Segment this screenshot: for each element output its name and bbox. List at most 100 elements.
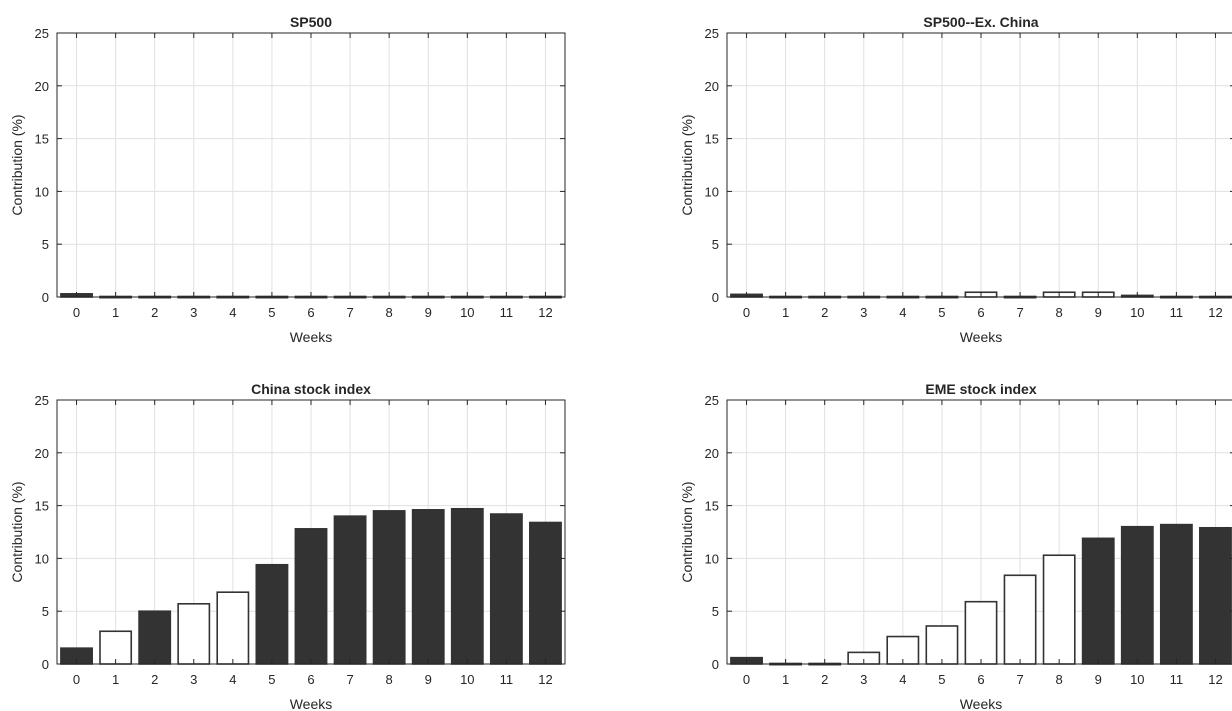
x-tick-label: 3 bbox=[860, 305, 867, 320]
y-axis-label: Contribution (%) bbox=[679, 114, 695, 215]
x-tick-label: 3 bbox=[190, 672, 197, 687]
x-tick-label: 12 bbox=[538, 672, 552, 687]
y-tick-label: 20 bbox=[35, 446, 49, 461]
y-tick-label: 0 bbox=[712, 657, 719, 672]
x-tick-label: 10 bbox=[460, 672, 474, 687]
bar-week-9 bbox=[1081, 537, 1115, 665]
bar-week-2 bbox=[138, 610, 172, 665]
x-tick-label: 3 bbox=[190, 305, 197, 320]
bar-week-7 bbox=[333, 515, 367, 665]
x-axis-label: Weeks bbox=[960, 696, 1003, 711]
y-tick-label: 0 bbox=[712, 290, 719, 305]
bar-week-8 bbox=[372, 510, 406, 665]
x-tick-label: 0 bbox=[743, 672, 750, 687]
x-tick-label: 2 bbox=[821, 672, 828, 687]
x-tick-label: 4 bbox=[229, 672, 236, 687]
y-tick-label: 5 bbox=[42, 237, 49, 252]
x-tick-label: 11 bbox=[1170, 305, 1184, 320]
y-axis-label: Contribution (%) bbox=[9, 114, 25, 215]
y-tick-label: 25 bbox=[705, 26, 719, 41]
bar-week-6 bbox=[964, 600, 998, 665]
x-tick-label: 2 bbox=[151, 672, 158, 687]
x-tick-label: 7 bbox=[346, 672, 353, 687]
x-tick-label: 8 bbox=[1056, 672, 1063, 687]
y-tick-label: 5 bbox=[712, 237, 719, 252]
y-tick-label: 25 bbox=[35, 393, 49, 408]
x-tick-label: 1 bbox=[112, 305, 119, 320]
x-tick-label: 9 bbox=[425, 672, 432, 687]
bar-week-6 bbox=[294, 528, 328, 665]
x-tick-label: 6 bbox=[977, 672, 984, 687]
y-tick-label: 0 bbox=[42, 657, 49, 672]
x-tick-label: 4 bbox=[899, 305, 906, 320]
bar-week-1 bbox=[99, 630, 133, 665]
x-tick-label: 0 bbox=[743, 305, 750, 320]
x-tick-label: 7 bbox=[346, 305, 353, 320]
y-tick-label: 10 bbox=[35, 551, 49, 566]
bar-week-10 bbox=[1120, 525, 1154, 665]
bar-week-10 bbox=[450, 507, 484, 665]
x-axis-label: Weeks bbox=[290, 329, 333, 345]
x-tick-label: 10 bbox=[460, 305, 474, 320]
x-axis-label: Weeks bbox=[960, 329, 1003, 345]
x-tick-label: 4 bbox=[899, 672, 906, 687]
x-tick-label: 5 bbox=[268, 672, 275, 687]
x-tick-label: 1 bbox=[112, 672, 119, 687]
y-tick-label: 10 bbox=[705, 551, 719, 566]
chart-panel-1: 0 1 2 3 4 5 6 7 8 9 10 11 120510152025SP500WeeksCont… bbox=[9, 14, 566, 345]
x-tick-label: 9 bbox=[1095, 305, 1102, 320]
y-tick-label: 25 bbox=[705, 393, 719, 408]
y-tick-label: 10 bbox=[705, 184, 719, 199]
y-tick-label: 15 bbox=[35, 499, 49, 514]
x-tick-label: 2 bbox=[151, 305, 158, 320]
plot-area bbox=[727, 33, 1232, 297]
x-tick-label: 11 bbox=[1170, 672, 1184, 687]
bar-week-4 bbox=[216, 591, 250, 665]
x-tick-label: 7 bbox=[1016, 672, 1023, 687]
x-tick-label: 9 bbox=[1095, 672, 1102, 687]
bar-week-9 bbox=[411, 509, 445, 665]
chart-title: EME stock index bbox=[925, 381, 1036, 397]
x-tick-label: 5 bbox=[938, 672, 945, 687]
chart-title: SP500--Ex. China bbox=[923, 14, 1038, 30]
bar-week-5 bbox=[925, 625, 959, 665]
chart-title: China stock index bbox=[251, 381, 371, 397]
y-tick-label: 15 bbox=[705, 132, 719, 147]
x-tick-label: 11 bbox=[500, 305, 514, 320]
y-axis-label: Contribution (%) bbox=[9, 481, 25, 582]
y-tick-label: 15 bbox=[705, 499, 719, 514]
x-tick-label: 12 bbox=[1208, 305, 1222, 320]
x-tick-label: 11 bbox=[500, 672, 514, 687]
bar-week-11 bbox=[1159, 523, 1193, 665]
y-axis-label: Contribution (%) bbox=[679, 481, 695, 582]
x-tick-label: 8 bbox=[386, 672, 393, 687]
y-tick-label: 20 bbox=[705, 446, 719, 461]
x-tick-label: 12 bbox=[538, 305, 552, 320]
y-tick-label: 0 bbox=[42, 290, 49, 305]
x-tick-label: 10 bbox=[1130, 305, 1144, 320]
bar-week-8 bbox=[1042, 554, 1076, 665]
bar-week-11 bbox=[489, 513, 523, 665]
bar-week-12 bbox=[529, 521, 562, 665]
y-tick-label: 15 bbox=[35, 132, 49, 147]
x-tick-label: 1 bbox=[782, 672, 789, 687]
bar-week-12 bbox=[1199, 526, 1232, 665]
x-tick-label: 6 bbox=[307, 305, 314, 320]
x-tick-label: 0 bbox=[73, 672, 80, 687]
x-tick-label: 8 bbox=[386, 305, 393, 320]
y-tick-label: 10 bbox=[35, 184, 49, 199]
x-tick-label: 0 bbox=[73, 305, 80, 320]
x-tick-label: 3 bbox=[860, 672, 867, 687]
bar-week-7 bbox=[1003, 574, 1037, 665]
x-tick-label: 5 bbox=[268, 305, 275, 320]
y-tick-label: 20 bbox=[705, 79, 719, 94]
y-tick-label: 20 bbox=[35, 79, 49, 94]
y-tick-label: 5 bbox=[712, 604, 719, 619]
x-tick-label: 7 bbox=[1016, 305, 1023, 320]
x-tick-label: 6 bbox=[977, 305, 984, 320]
y-tick-label: 5 bbox=[42, 604, 49, 619]
x-tick-label: 9 bbox=[425, 305, 432, 320]
x-tick-label: 8 bbox=[1056, 305, 1063, 320]
